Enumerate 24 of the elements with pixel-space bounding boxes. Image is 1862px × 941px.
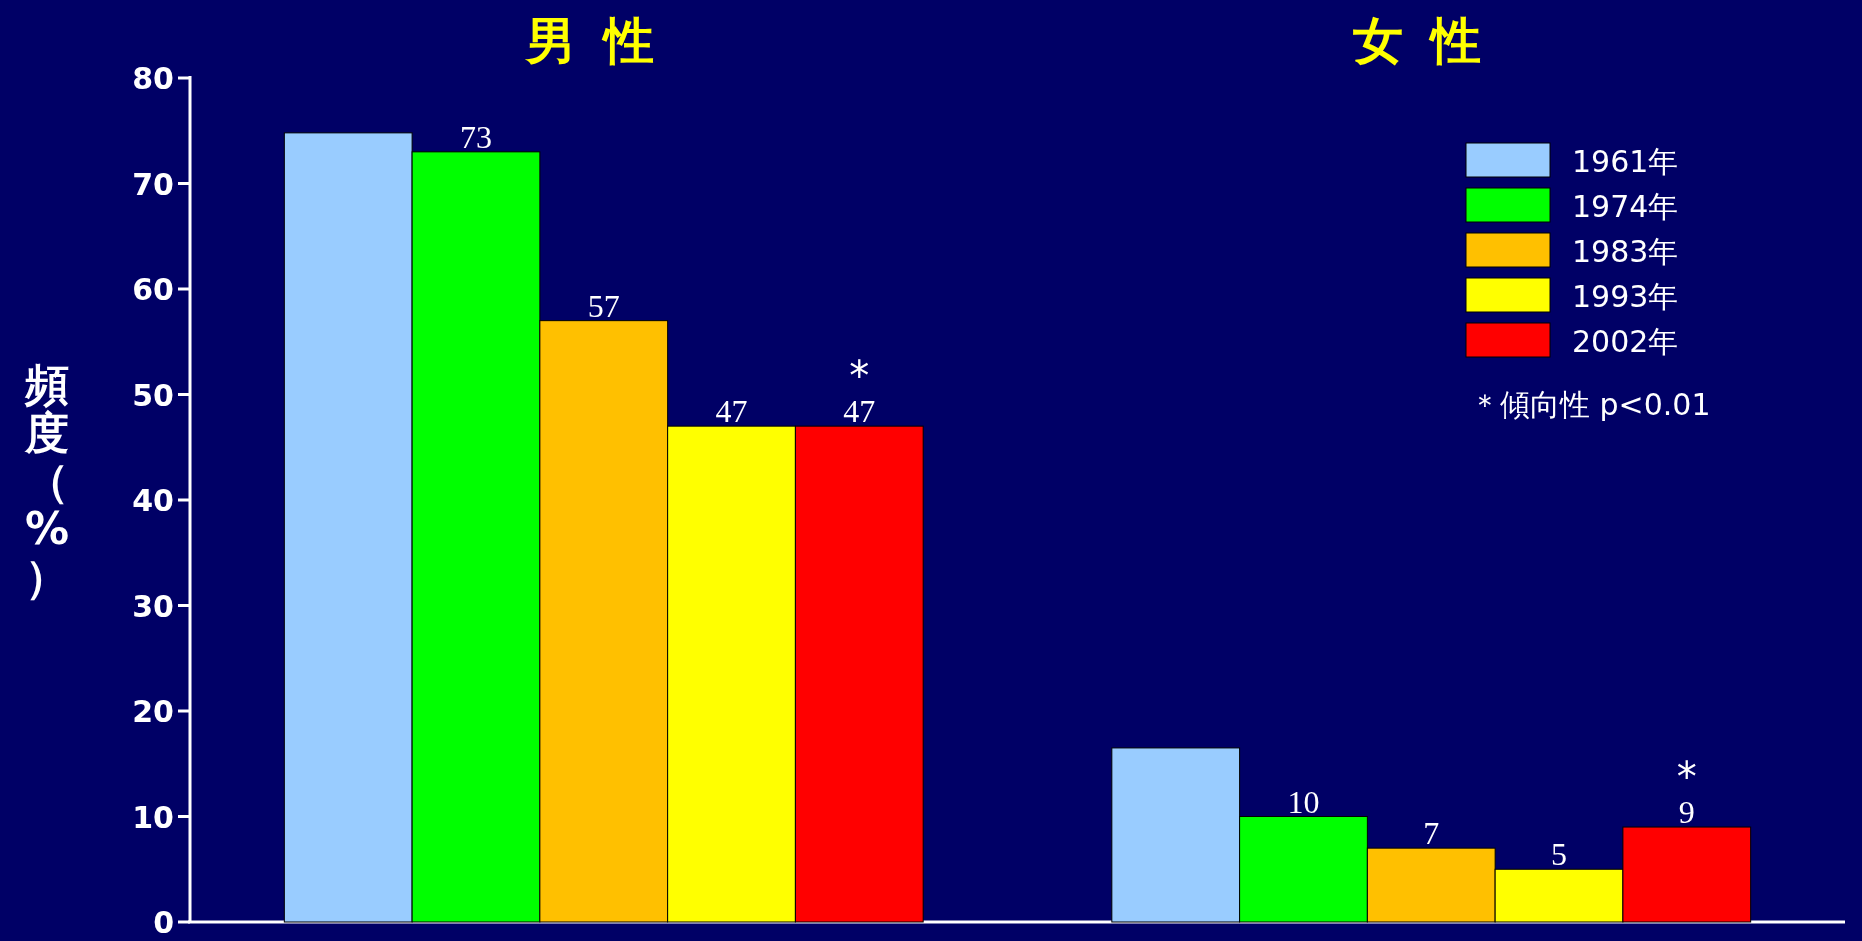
y-tick-label: 10 [132,799,174,835]
data-label: 7 [1423,815,1440,852]
y-tick-label: 20 [132,694,174,729]
annotation: ＊傾向性 p<0.01 [1470,387,1711,422]
data-label: 73 [459,118,492,155]
y-tick-label: 40 [132,483,174,518]
legend-label: 1983年 [1572,234,1679,269]
y-tick-label: 0 [153,905,174,940]
x-tick-label: 女性 [1352,12,1510,70]
ylabel: 頻度（%） [24,359,70,602]
y-tick-label: 70 [132,166,174,202]
legend-label: 2002年 [1572,324,1679,359]
data-label: 47 [715,393,748,430]
x-tick-label: 男性 [523,12,682,70]
data-label: 57 [587,287,620,324]
y-tick-label: 60 [132,272,174,307]
data-label: 10 [1287,783,1320,820]
y-tick-label: 50 [132,377,174,413]
legend-label: 1961年 [1572,144,1679,179]
data-label: 5 [1551,836,1568,873]
y-tick-label: 30 [132,588,174,624]
legend-label: 1974年 [1572,189,1679,224]
y-tick-label: 80 [132,61,174,96]
legend-label: 1993年 [1572,279,1679,314]
